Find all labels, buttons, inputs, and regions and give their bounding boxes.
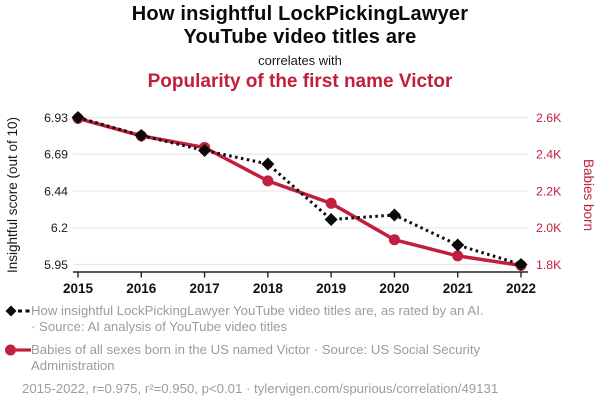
- y-axis-tick-left: 6.69: [44, 148, 68, 162]
- y-axis-tick-left: 6.2: [51, 221, 68, 235]
- y-axis-tick-right: 2.4K: [536, 148, 562, 162]
- x-axis-year-label: 2016: [126, 281, 157, 296]
- y-axis-title-left: Insightful score (out of 10): [5, 117, 20, 273]
- data-point-diamond: [261, 157, 275, 171]
- legend-line: How insightful LockPickingLawyer YouTube…: [31, 303, 484, 318]
- red-circle-solid-icon: [5, 344, 31, 356]
- legend-item-babies-born: Babies of all sexes born in the US named…: [4, 342, 596, 374]
- data-point-circle: [452, 250, 464, 262]
- title-line-2: YouTube video titles are: [183, 26, 417, 48]
- subtitle-red: Popularity of the first name Victor: [147, 71, 453, 92]
- data-point-diamond: [387, 208, 401, 222]
- x-axis-year-label: 2022: [506, 281, 536, 296]
- y-axis-tick-right: 2.6K: [536, 111, 562, 125]
- y-axis-tick-right: 2.2K: [536, 184, 562, 198]
- legend-line: · Source: AI analysis of YouTube video t…: [31, 319, 288, 334]
- chart-header: How insightful LockPickingLawyer YouTube…: [0, 3, 600, 93]
- legend-text-babies-born: Babies of all sexes born in the US named…: [31, 342, 480, 374]
- series-line-babies-born: [77, 116, 522, 268]
- data-point-diamond: [451, 238, 465, 252]
- x-axis-year-label: 2017: [190, 281, 220, 296]
- data-point-diamond: [134, 129, 148, 142]
- legend: How insightful LockPickingLawyer YouTube…: [4, 303, 596, 397]
- data-point-circle: [325, 197, 337, 209]
- data-point-diamond: [198, 144, 212, 157]
- y-axis-tick-right: 2.0K: [536, 221, 562, 235]
- y-axis-tick-left: 5.95: [44, 258, 68, 272]
- x-axis-year-label: 2018: [253, 281, 284, 296]
- data-point-diamond: [514, 258, 528, 271]
- legend-text-insightful-score: How insightful LockPickingLawyer YouTube…: [31, 303, 484, 335]
- y-axis-tick-left: 6.44: [44, 184, 68, 198]
- y-axis-tick-right: 1.8K: [536, 258, 562, 272]
- y-axis-title-right: Babies born: [581, 159, 596, 231]
- legend-line: Administration: [31, 358, 115, 373]
- line-chart: 6.93 2.6K6.69 2.4K6.44 2.2K6.2 2.0K5.95 1.8K2…: [5, 111, 596, 296]
- x-axis-year-label: 2021: [443, 281, 474, 296]
- data-point-circle: [388, 234, 400, 246]
- black-diamond-dotted-icon: [5, 305, 31, 317]
- data-point-diamond: [71, 111, 85, 124]
- x-axis-year-label: 2020: [379, 281, 409, 296]
- legend-item-insightful-score: How insightful LockPickingLawyer YouTube…: [4, 303, 596, 335]
- title-line-1: How insightful LockPickingLawyer: [131, 3, 469, 25]
- legend-line: Babies of all sexes born in the US named…: [31, 342, 481, 357]
- data-point-diamond: [324, 213, 338, 226]
- x-axis-year-label: 2015: [63, 281, 94, 296]
- y-axis-tick-left: 6.93: [44, 111, 68, 125]
- data-point-circle: [262, 175, 274, 187]
- stats-and-source-url: 2015-2022, r=0.975, r²=0.950, p<0.01 · t…: [22, 381, 499, 396]
- x-axis-year-label: 2019: [316, 281, 346, 296]
- correlates-with-text: correlates with: [258, 53, 342, 68]
